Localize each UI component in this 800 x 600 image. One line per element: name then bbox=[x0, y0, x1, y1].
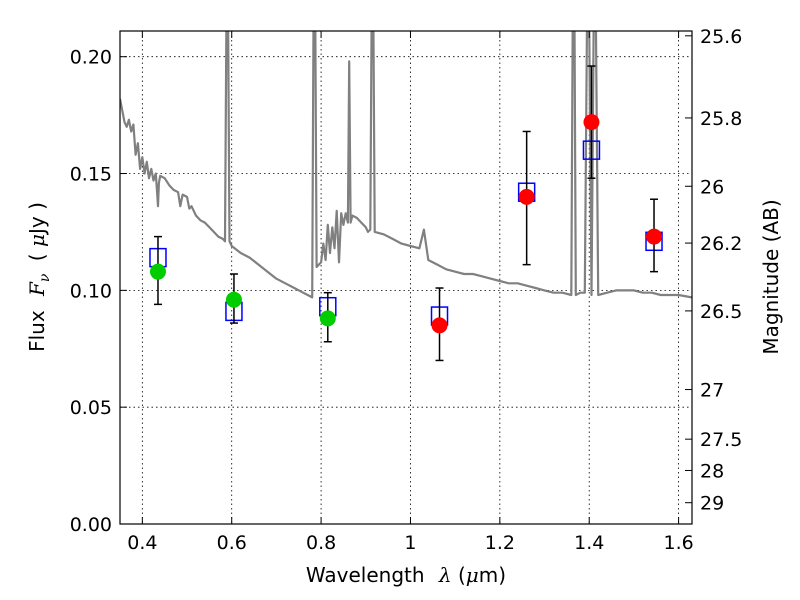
y2-tick-label: 27.5 bbox=[700, 429, 742, 451]
x-axis-ticks: 0.4 0.6 0.8 1 1.2 1.4 1.6 bbox=[127, 31, 694, 554]
y2-axis-label: Magnitude (AB) bbox=[759, 199, 783, 354]
y2-tick-label: 26 bbox=[700, 176, 724, 198]
y-tick-label: 0.15 bbox=[70, 164, 112, 186]
red-data-point bbox=[431, 317, 448, 334]
plot-background bbox=[120, 31, 692, 524]
red-data-point bbox=[646, 228, 663, 245]
red-data-point bbox=[583, 114, 600, 131]
green-data-point bbox=[225, 291, 242, 308]
y2-tick-label: 25.6 bbox=[700, 26, 742, 48]
x-axis-label: Wavelength λ (μm) bbox=[306, 563, 506, 587]
y2-tick-label: 27 bbox=[700, 380, 724, 402]
y2-axis-ticks: 25.6 25.8 26 26.2 26.5 27 27.5 28 29 bbox=[685, 26, 742, 515]
y2-tick-label: 29 bbox=[700, 493, 724, 515]
y2-tick-label: 26.2 bbox=[700, 233, 742, 255]
green-data-point bbox=[319, 310, 336, 327]
plot-frame bbox=[119, 30, 693, 525]
y-tick-label: 0.20 bbox=[70, 47, 112, 69]
y-tick-label: 0.00 bbox=[70, 514, 112, 536]
x-tick-label: 1.4 bbox=[574, 532, 604, 554]
x-tick-label: 0.8 bbox=[306, 532, 336, 554]
x-tick-label: 0.4 bbox=[127, 532, 157, 554]
x-tick-label: 1.6 bbox=[663, 532, 693, 554]
x-tick-label: 1 bbox=[404, 532, 416, 554]
y-axis-label: Flux Fν ( μJy ) bbox=[25, 202, 53, 352]
grid bbox=[120, 31, 692, 525]
y-tick-label: 0.05 bbox=[70, 397, 112, 419]
x-tick-label: 1.2 bbox=[485, 532, 515, 554]
y2-tick-label: 28 bbox=[700, 460, 724, 482]
y-axis-ticks: 0.00 0.05 0.10 0.15 0.20 bbox=[70, 47, 127, 536]
green-data-point bbox=[149, 263, 166, 280]
y-tick-label: 0.10 bbox=[70, 280, 112, 302]
y2-tick-label: 25.8 bbox=[700, 108, 742, 130]
red-data-point bbox=[518, 188, 535, 205]
spectrum-line bbox=[120, 31, 692, 299]
y2-tick-label: 26.5 bbox=[700, 301, 742, 323]
observed-points bbox=[149, 114, 663, 334]
model-spectrum bbox=[120, 31, 692, 299]
x-tick-label: 0.6 bbox=[217, 532, 247, 554]
